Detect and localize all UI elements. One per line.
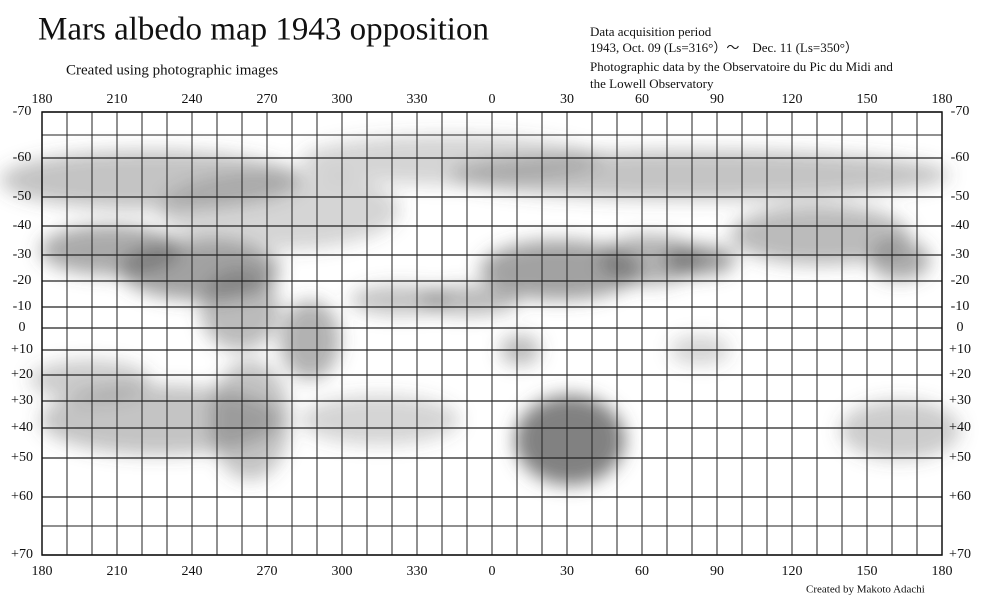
latitude-label: 0 (19, 320, 26, 335)
longitude-label: 180 (32, 92, 53, 107)
grid (41, 111, 943, 556)
latitude-label: +40 (949, 420, 971, 435)
longitude-label: 330 (407, 564, 428, 579)
info-line: the Lowell Observatory (590, 76, 714, 91)
latitude-label: -20 (13, 273, 32, 288)
longitude-label: 240 (182, 92, 203, 107)
longitude-label: 180 (932, 92, 953, 107)
axis-labels: 1801802102102402402702703003003303300030… (11, 92, 971, 579)
longitude-label: 120 (782, 564, 803, 579)
latitude-label: +40 (11, 420, 33, 435)
albedo-feature (600, 235, 700, 285)
latitude-label: +50 (11, 450, 33, 465)
latitude-label: +70 (11, 547, 33, 562)
latitude-label: -70 (951, 104, 970, 119)
subtitle: Created using photographic images (66, 62, 278, 78)
albedo-feature (160, 170, 400, 250)
latitude-label: -10 (951, 299, 970, 314)
latitude-label: +10 (949, 342, 971, 357)
longitude-label: 270 (257, 564, 278, 579)
albedo-feature (665, 245, 735, 275)
longitude-label: 300 (332, 564, 353, 579)
longitude-label: 0 (489, 92, 496, 107)
latitude-label: -50 (951, 189, 970, 204)
albedo-feature (870, 240, 930, 280)
latitude-label: -60 (951, 150, 970, 165)
albedo-feature (200, 270, 280, 350)
map-border (41, 111, 943, 556)
longitude-label: 120 (782, 92, 803, 107)
latitude-label: 0 (957, 320, 964, 335)
latitude-label: +10 (11, 342, 33, 357)
longitude-label: 60 (635, 92, 649, 107)
longitude-label: 330 (407, 92, 428, 107)
albedo-feature (300, 395, 460, 445)
albedo-feature (515, 395, 625, 485)
latitude-label: -10 (13, 299, 32, 314)
latitude-label: +70 (949, 547, 971, 562)
longitude-label: 0 (489, 564, 496, 579)
longitude-label: 210 (107, 564, 128, 579)
albedo-feature (210, 360, 290, 480)
latitude-label: -60 (13, 150, 32, 165)
longitude-label: 60 (635, 564, 649, 579)
latitude-label: +50 (949, 450, 971, 465)
latitude-label: -20 (951, 273, 970, 288)
latitude-label: -30 (951, 247, 970, 262)
latitude-label: -30 (13, 247, 32, 262)
latitude-label: +60 (11, 489, 33, 504)
latitude-label: +30 (949, 393, 971, 408)
latitude-label: +20 (11, 367, 33, 382)
credit: Created by Makoto Adachi (806, 584, 925, 596)
longitude-label: 270 (257, 92, 278, 107)
longitude-label: 240 (182, 564, 203, 579)
albedo-feature (840, 400, 960, 460)
title: Mars albedo map 1943 opposition (38, 12, 489, 48)
latitude-label: -40 (13, 218, 32, 233)
albedo-feature (730, 205, 910, 265)
longitude-label: 30 (560, 564, 574, 579)
info-line: 1943, Oct. 09 (Ls=316°）～ Dec. 11 (Ls=350… (590, 40, 858, 55)
albedo-feature (280, 300, 340, 380)
longitude-label: 150 (857, 564, 878, 579)
latitude-label: +60 (949, 489, 971, 504)
longitude-label: 30 (560, 92, 574, 107)
longitude-label: 150 (857, 92, 878, 107)
info-line: Photographic data by the Observatoire du… (590, 59, 893, 74)
latitude-label: -40 (951, 218, 970, 233)
longitude-label: 210 (107, 92, 128, 107)
longitude-label: 180 (32, 564, 53, 579)
latitude-label: +30 (11, 393, 33, 408)
longitude-label: 90 (710, 92, 724, 107)
albedo-feature (350, 285, 450, 315)
albedo-feature (300, 135, 600, 185)
latitude-label: -50 (13, 189, 32, 204)
longitude-label: 300 (332, 92, 353, 107)
info-line: Data acquisition period (590, 24, 712, 39)
longitude-label: 180 (932, 564, 953, 579)
latitude-label: -70 (13, 104, 32, 119)
longitude-label: 90 (710, 564, 724, 579)
latitude-label: +20 (949, 367, 971, 382)
